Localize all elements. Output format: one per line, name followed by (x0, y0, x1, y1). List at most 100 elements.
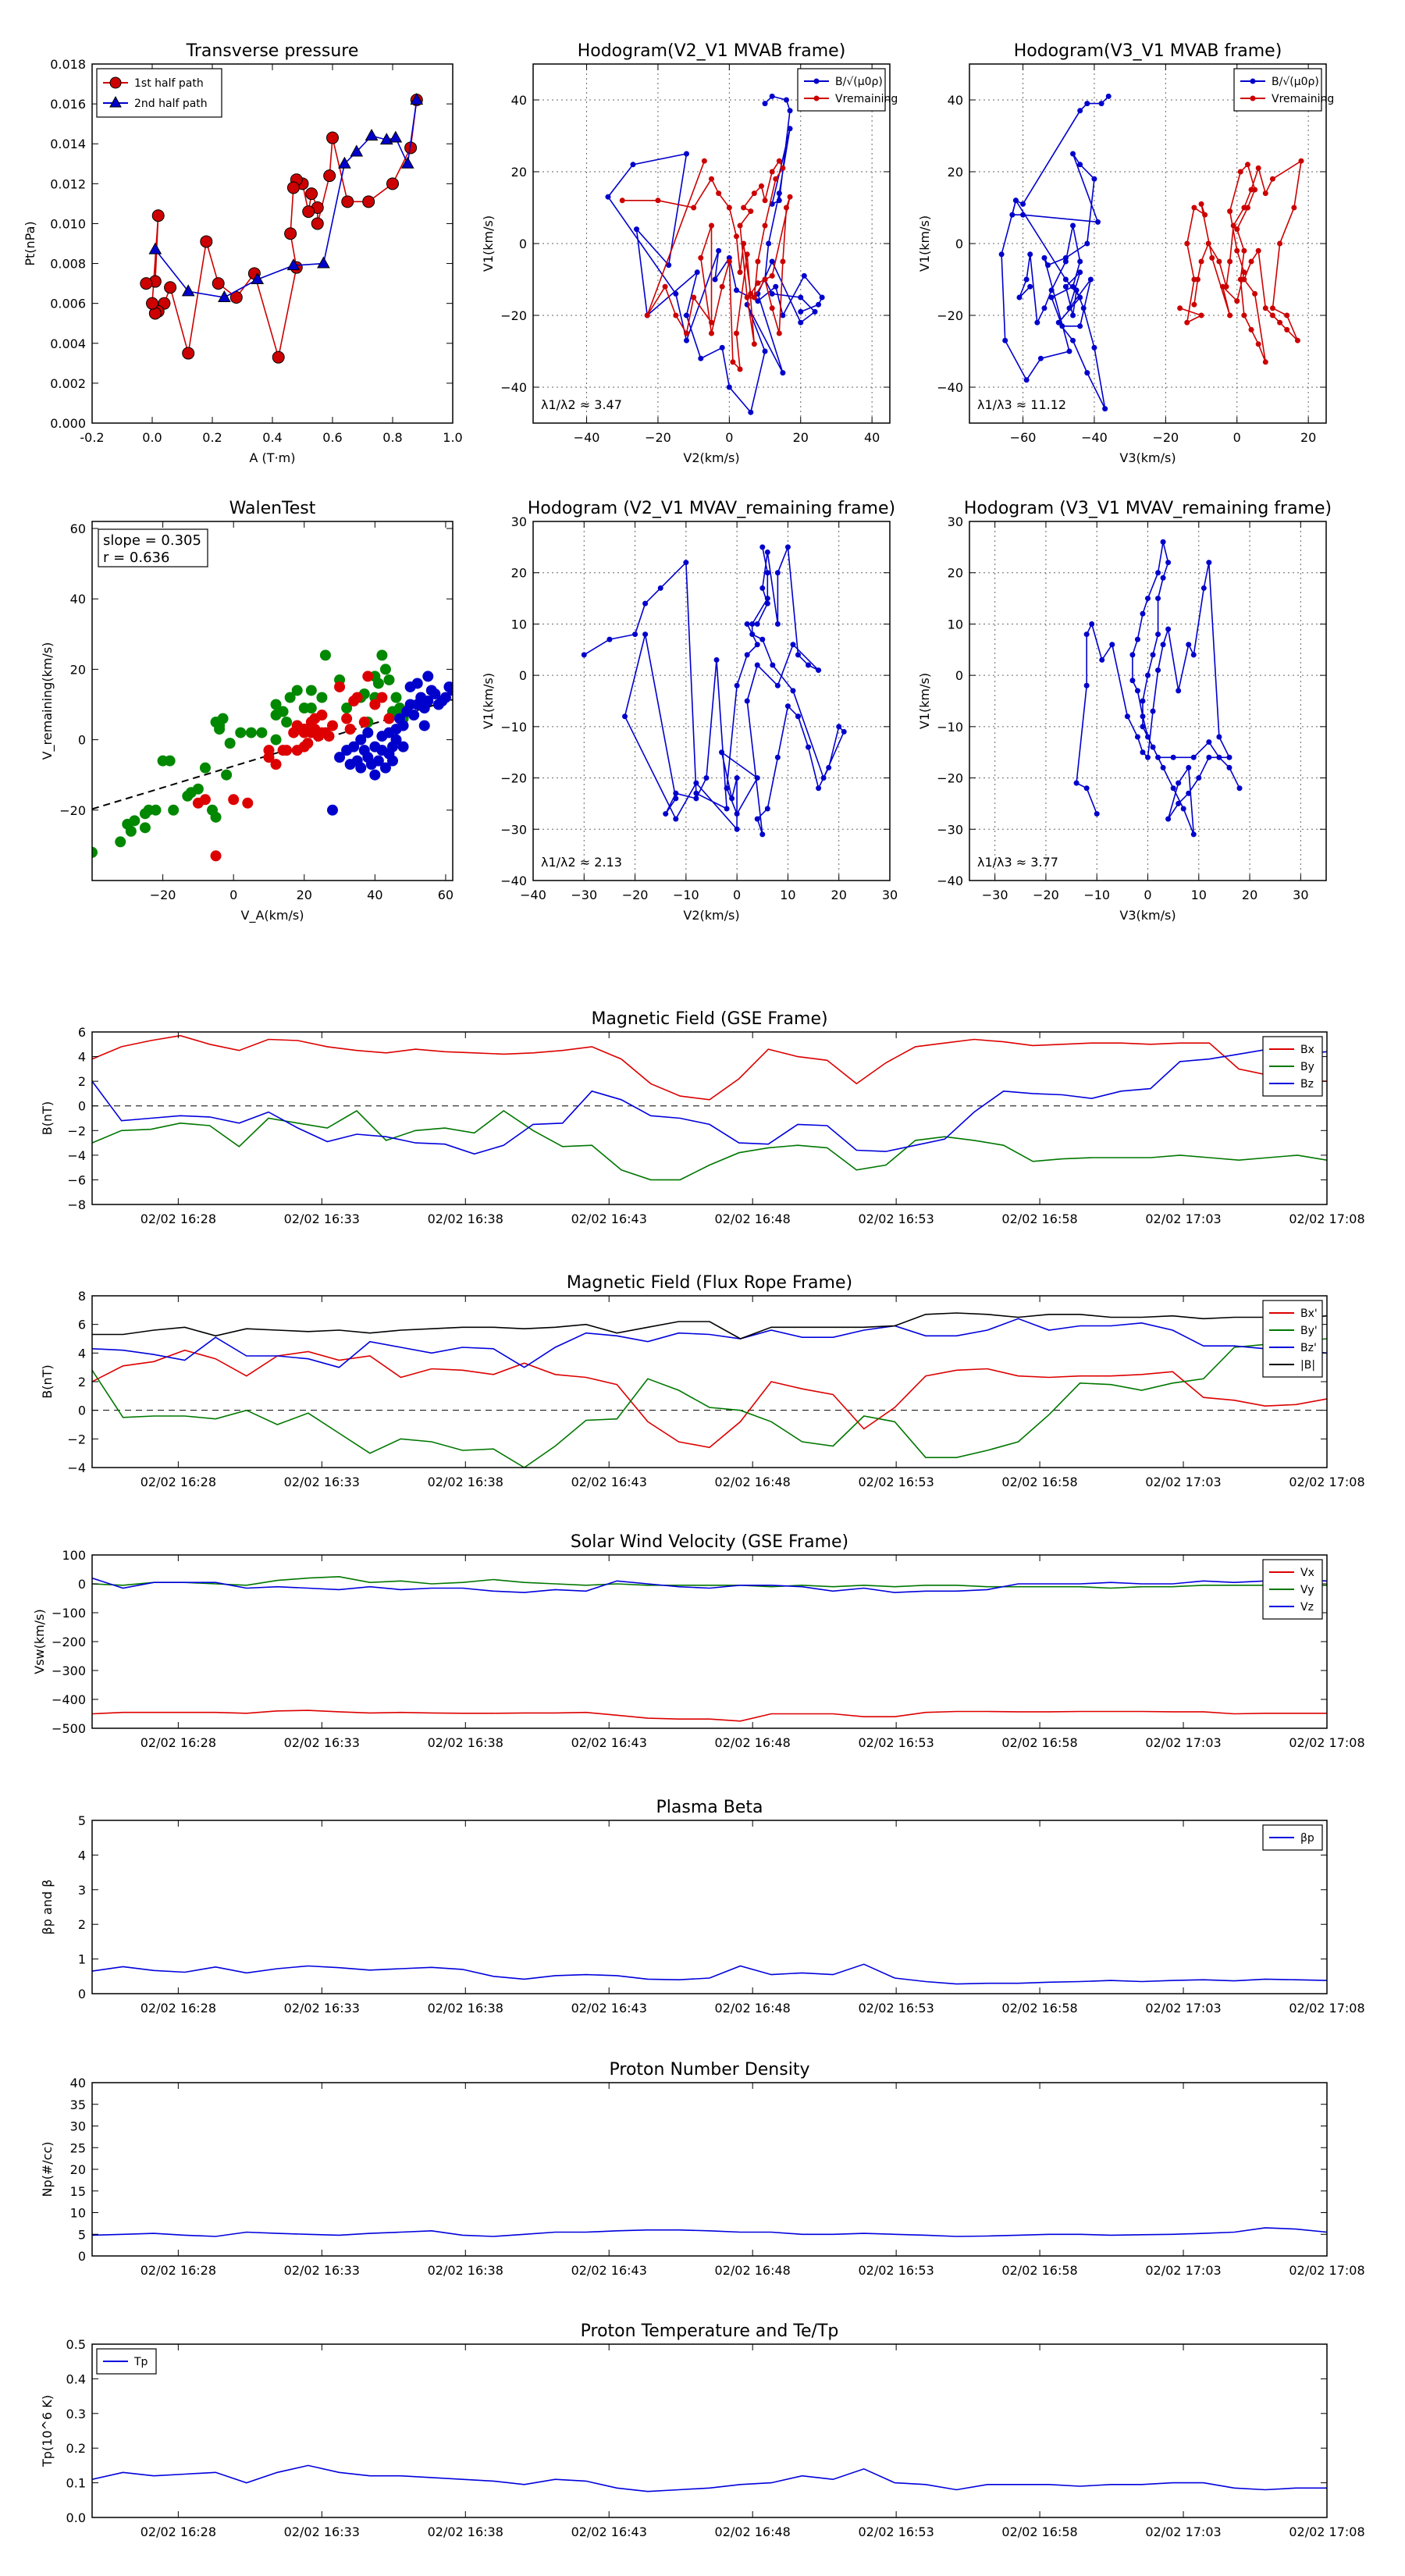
data-point (716, 247, 722, 254)
data-point (724, 785, 730, 792)
data-point (769, 169, 775, 175)
data-point (798, 308, 804, 315)
data-point (1027, 283, 1033, 290)
y-tick-label: 0 (78, 733, 86, 748)
plot-area (92, 1034, 1327, 1181)
y-tick-label: −400 (52, 1692, 86, 1707)
data-point (816, 301, 822, 308)
data-point (1077, 269, 1083, 276)
legend-label: Bx (1300, 1044, 1314, 1056)
data-point (1241, 269, 1247, 276)
data-point (1140, 713, 1146, 720)
legend: Tp (96, 2348, 157, 2375)
data-point (1077, 258, 1083, 265)
data-point (1206, 754, 1212, 760)
data-point (754, 621, 760, 627)
data-point (1262, 359, 1268, 365)
data-point (1145, 596, 1151, 602)
data-point (341, 713, 353, 724)
x-tick-label: 0 (733, 888, 741, 902)
data-point (1134, 734, 1140, 740)
data-point (334, 752, 346, 763)
data-point (795, 652, 801, 658)
plot-area (998, 93, 1304, 412)
data-point (632, 632, 638, 638)
data-point (1062, 276, 1069, 283)
data-point (1186, 764, 1192, 770)
y-axis-label: V1(km/s) (917, 215, 932, 272)
data-point (1087, 276, 1094, 283)
y-tick-label: −8 (67, 1197, 86, 1212)
data-point (666, 262, 672, 269)
data-point (1084, 370, 1090, 376)
x-tick-label: −40 (520, 888, 546, 902)
data-point (1070, 337, 1076, 343)
x-tick-label: −20 (622, 888, 649, 902)
data-point (1176, 780, 1182, 786)
data-point (1084, 240, 1090, 247)
y-tick-label: 40 (511, 93, 527, 108)
data-point (358, 717, 370, 728)
x-tick-label: 30 (1293, 888, 1308, 902)
data-point (327, 804, 338, 816)
series-Vremaining (619, 158, 793, 372)
y-tick-label: 10 (70, 2206, 86, 2221)
chart-title: Hodogram (V2_V1 MVAV_remaining frame) (528, 499, 895, 518)
data-point (323, 169, 336, 183)
data-point (1177, 305, 1183, 311)
x-tick-label: −20 (645, 430, 671, 445)
data-point (1140, 749, 1146, 756)
data-point (1227, 258, 1233, 265)
data-point (801, 272, 807, 279)
data-point (1077, 294, 1083, 301)
y-tick-label: 4 (78, 1346, 86, 1361)
y-tick-label: 0.2 (66, 2441, 86, 2456)
data-point (199, 762, 211, 774)
data-point (251, 272, 265, 284)
legend-label: 1st half path (134, 77, 204, 90)
data-point (734, 811, 740, 817)
data-point (1140, 610, 1146, 617)
data-point (1129, 652, 1136, 658)
plot-frame (91, 1031, 1328, 1205)
data-point (673, 790, 679, 796)
data-point (298, 741, 310, 753)
data-point (397, 741, 409, 753)
stats-line: r = 0.636 (103, 550, 169, 566)
y-tick-label: 3 (78, 1883, 86, 1898)
data-point (709, 330, 714, 336)
x-tick-label: 02/02 16:58 (1001, 1212, 1077, 1226)
data-point (1186, 642, 1192, 648)
data-point (684, 312, 690, 318)
data-point (655, 197, 661, 204)
data-point (776, 197, 782, 204)
data-point (798, 294, 804, 301)
y-tick-label: 0.012 (50, 176, 86, 191)
data-point (1077, 162, 1083, 168)
y-tick-label: 0.014 (50, 137, 86, 151)
chart-h1: Hodogram(V2_V1 MVAB frame) −40 −20 0 20 40 −40… (481, 41, 898, 465)
y-tick-label: 20 (511, 566, 527, 581)
data-point (780, 312, 786, 318)
data-point (323, 731, 335, 742)
chart-title: Magnetic Field (GSE Frame) (591, 1009, 827, 1029)
data-point (284, 227, 297, 240)
series-Vx (92, 1710, 1327, 1722)
series-0 (581, 544, 847, 838)
series-Bz (92, 1048, 1327, 1155)
data-point (1176, 800, 1182, 806)
plot-area (1073, 539, 1243, 838)
data-point (182, 347, 195, 360)
data-point (1284, 312, 1290, 318)
data-point (1236, 785, 1243, 792)
data-point (1155, 754, 1161, 760)
data-point (698, 254, 704, 261)
data-point (1070, 312, 1076, 318)
data-point (140, 277, 153, 290)
data-point (769, 272, 775, 279)
legend-label: By' (1300, 1325, 1318, 1337)
data-point (1216, 258, 1222, 265)
chart-title: Hodogram (V3_V1 MVAV_remaining frame) (964, 499, 1332, 518)
data-point (1234, 226, 1240, 233)
series-line (92, 1318, 1327, 1368)
